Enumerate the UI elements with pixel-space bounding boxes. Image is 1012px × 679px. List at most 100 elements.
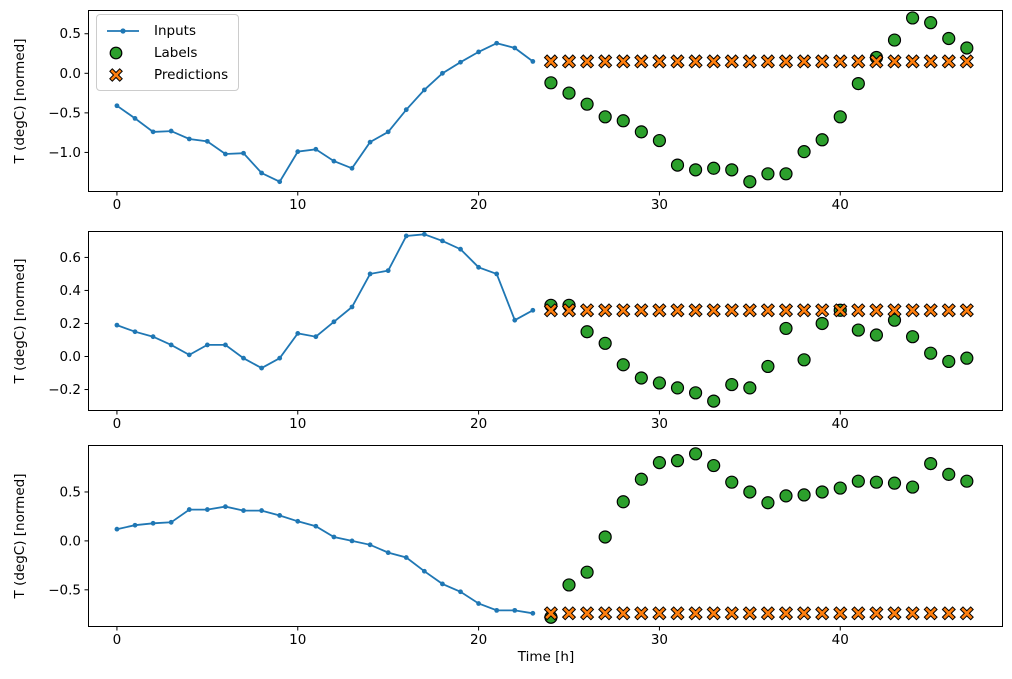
inputs-point xyxy=(367,542,373,548)
labels-point xyxy=(815,485,829,499)
inputs-point xyxy=(421,231,427,237)
predictions-point xyxy=(634,303,649,318)
inputs-point xyxy=(277,513,283,518)
inputs-point xyxy=(494,607,500,613)
inputs-line xyxy=(116,505,533,615)
inputs-point xyxy=(403,233,409,239)
predictions-point xyxy=(561,606,577,621)
inputs-point xyxy=(458,246,463,252)
y-axis-label-bottom: T (degC) [normed] xyxy=(12,473,28,599)
y-tick-label: 0.4 xyxy=(60,283,81,299)
inputs-point xyxy=(530,610,536,616)
labels-point xyxy=(905,330,920,344)
inputs-point xyxy=(186,352,192,358)
predictions-point xyxy=(706,54,721,69)
plot-frame xyxy=(88,445,1003,627)
inputs-point xyxy=(421,87,427,93)
x-tick-label: 40 xyxy=(832,632,849,648)
predictions-point xyxy=(579,606,595,621)
y-tick-label: 0.0 xyxy=(60,533,81,549)
inputs-point xyxy=(494,40,500,46)
predictions-point xyxy=(742,54,757,69)
legend-item-inputs: Inputs xyxy=(105,21,228,40)
inputs-point xyxy=(150,520,156,526)
predictions-point xyxy=(851,606,866,621)
labels-point xyxy=(725,377,739,392)
inputs-point xyxy=(440,70,445,76)
legend-item-predictions: Predictions xyxy=(105,65,228,84)
y-tick-label: 0.5 xyxy=(60,26,81,42)
inputs-point xyxy=(331,319,337,325)
labels-point xyxy=(634,371,648,385)
inputs-point xyxy=(458,589,463,595)
inputs-point xyxy=(259,365,264,371)
predictions-point xyxy=(923,606,938,621)
inputs-point xyxy=(367,271,373,277)
x-axis-label: Time [h] xyxy=(517,649,575,665)
labels-point xyxy=(797,145,811,159)
predictions-point xyxy=(778,303,794,318)
labels-point xyxy=(707,458,721,473)
predictions-point xyxy=(706,606,721,621)
labels-point xyxy=(652,133,667,148)
inputs-point xyxy=(114,322,120,328)
labels-point xyxy=(562,578,576,592)
x-tick-label: 20 xyxy=(470,416,487,432)
inputs-point xyxy=(530,59,536,64)
predictions-point xyxy=(742,606,757,621)
plot-frame xyxy=(88,231,1003,411)
labels-point xyxy=(598,336,612,350)
labels-point xyxy=(779,321,793,336)
inputs-point xyxy=(186,507,192,512)
x-tick-label: 30 xyxy=(651,197,668,213)
x-tick-label: 30 xyxy=(651,416,668,432)
y-tick-label: −1.0 xyxy=(48,145,81,161)
predictions-point xyxy=(905,303,920,318)
labels-point xyxy=(887,476,902,490)
x-tick-label: 10 xyxy=(289,416,306,432)
inputs-point xyxy=(476,264,481,270)
labels-point xyxy=(761,359,775,374)
predictions-point xyxy=(670,606,685,621)
labels-point xyxy=(743,175,757,189)
inputs-point xyxy=(241,508,246,513)
inputs-point xyxy=(512,45,518,51)
labels-point xyxy=(688,163,703,177)
labels-point xyxy=(743,381,757,395)
inputs-point xyxy=(349,304,355,310)
y-tick-label: −0.5 xyxy=(48,582,81,598)
legend-item-labels: Labels xyxy=(105,43,228,62)
labels-point xyxy=(616,495,630,509)
inputs-point xyxy=(385,129,391,135)
predictions-point xyxy=(815,606,830,621)
predictions-point xyxy=(634,606,649,621)
predictions-point xyxy=(851,303,866,318)
inputs-point xyxy=(313,334,319,340)
inputs-point xyxy=(403,107,409,113)
predictions-point xyxy=(869,606,884,621)
labels-point xyxy=(634,472,648,486)
inputs-point xyxy=(223,504,228,510)
predictions-point xyxy=(760,54,776,69)
predictions-point xyxy=(941,303,956,318)
labels-point xyxy=(562,86,576,100)
plot-frame xyxy=(88,10,1003,192)
labels-point xyxy=(598,530,612,544)
labels-point xyxy=(688,386,703,400)
predictions-point xyxy=(778,54,794,69)
labels-point xyxy=(652,376,667,390)
predictions-point xyxy=(688,606,703,621)
inputs-point xyxy=(132,116,138,121)
inputs-line-icon xyxy=(107,27,139,34)
predictions-point xyxy=(616,303,631,318)
predictions-point xyxy=(815,303,830,318)
labels-point xyxy=(905,11,920,25)
predictions-point xyxy=(760,303,776,318)
labels-point xyxy=(670,454,685,468)
inputs-point xyxy=(421,568,427,574)
predictions-point xyxy=(869,54,884,69)
predictions-point xyxy=(923,303,938,318)
predictions-point xyxy=(869,303,884,318)
predictions-point xyxy=(905,54,920,69)
predictions-point xyxy=(796,606,812,621)
